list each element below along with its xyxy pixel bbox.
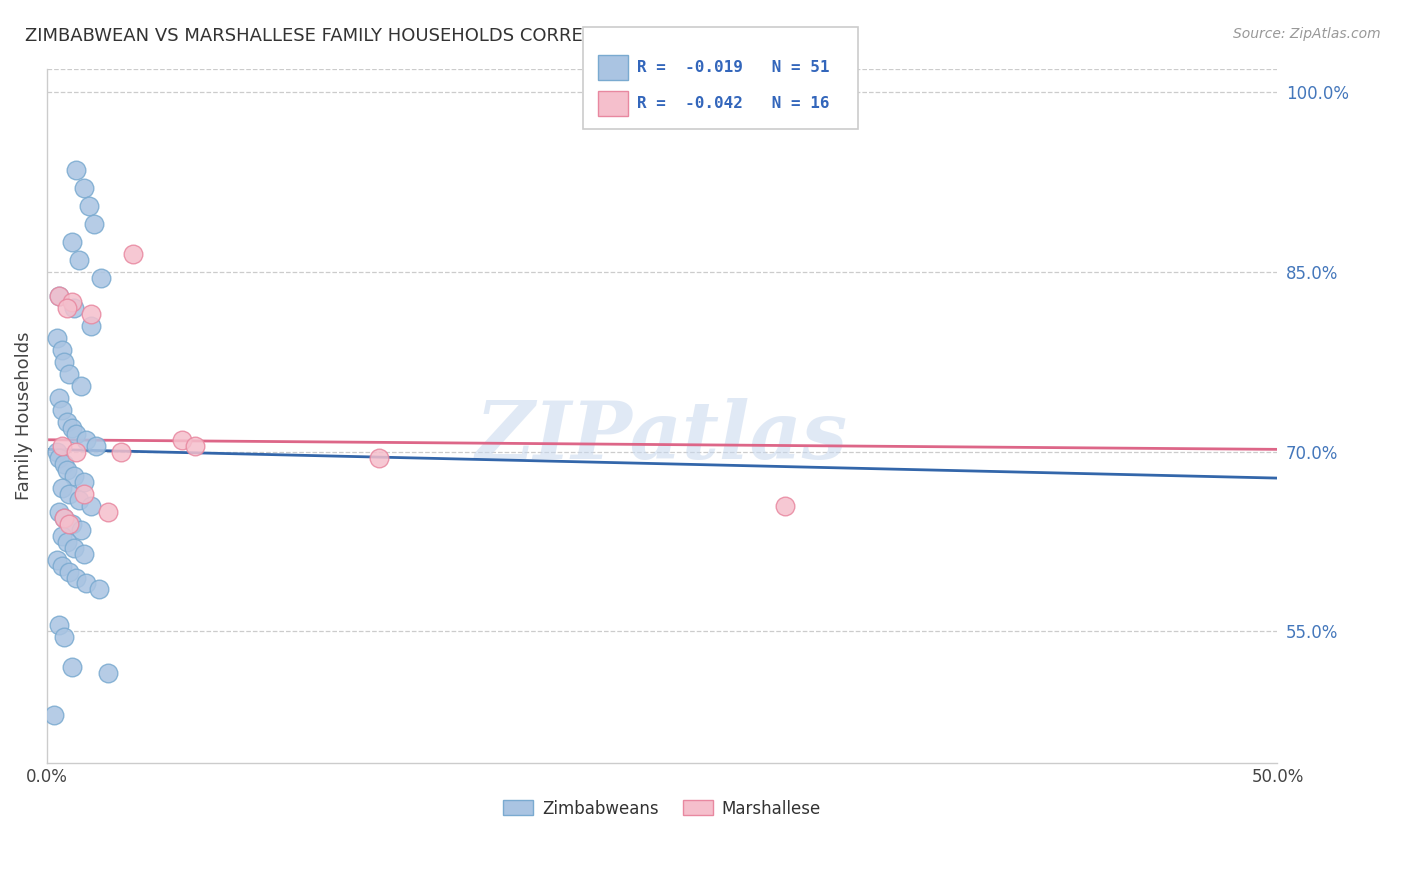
Point — [368, 450, 391, 465]
Text: Source: ZipAtlas.com: Source: ZipAtlas.com — [1233, 27, 1381, 41]
Point — [51, 343, 73, 357]
Point — [53, 631, 76, 645]
Text: R =  -0.019   N = 51: R = -0.019 N = 51 — [637, 61, 830, 75]
Point — [75, 433, 97, 447]
Point — [87, 582, 110, 597]
Point — [48, 289, 70, 303]
Point — [80, 318, 103, 333]
Point — [51, 481, 73, 495]
Point — [55, 534, 77, 549]
Point — [55, 463, 77, 477]
Point — [90, 271, 112, 285]
Point — [63, 301, 86, 315]
Point — [53, 510, 76, 524]
Point — [75, 576, 97, 591]
Text: ZIPatlas: ZIPatlas — [477, 398, 848, 475]
Point — [48, 391, 70, 405]
Legend: Zimbabweans, Marshallese: Zimbabweans, Marshallese — [496, 793, 828, 824]
Y-axis label: Family Households: Family Households — [15, 332, 32, 500]
Point — [55, 301, 77, 315]
Point — [73, 475, 96, 489]
Point — [97, 666, 120, 681]
Point — [53, 355, 76, 369]
Point — [80, 307, 103, 321]
Point — [83, 217, 105, 231]
Point — [48, 289, 70, 303]
Point — [58, 367, 80, 381]
Point — [58, 486, 80, 500]
Point — [48, 450, 70, 465]
Point — [122, 247, 145, 261]
Point — [110, 444, 132, 458]
Point — [60, 516, 83, 531]
Point — [65, 444, 87, 458]
Point — [77, 199, 100, 213]
Point — [53, 510, 76, 524]
Point — [58, 516, 80, 531]
Point — [51, 558, 73, 573]
Point — [73, 181, 96, 195]
Point — [67, 492, 90, 507]
Point — [60, 660, 83, 674]
Point — [172, 433, 194, 447]
Point — [773, 499, 796, 513]
Point — [67, 253, 90, 268]
Point — [51, 402, 73, 417]
Point — [45, 552, 67, 566]
Point — [65, 426, 87, 441]
Point — [70, 379, 93, 393]
Point — [84, 439, 107, 453]
Point — [44, 708, 66, 723]
Point — [97, 505, 120, 519]
Point — [55, 415, 77, 429]
Point — [51, 439, 73, 453]
Point — [60, 421, 83, 435]
Point — [183, 439, 205, 453]
Point — [63, 541, 86, 555]
Text: ZIMBABWEAN VS MARSHALLESE FAMILY HOUSEHOLDS CORRELATION CHART: ZIMBABWEAN VS MARSHALLESE FAMILY HOUSEHO… — [25, 27, 714, 45]
Point — [60, 295, 83, 310]
Point — [48, 618, 70, 632]
Point — [80, 499, 103, 513]
Point — [65, 163, 87, 178]
Point — [45, 331, 67, 345]
Point — [45, 444, 67, 458]
Point — [70, 523, 93, 537]
Point — [51, 528, 73, 542]
Text: R =  -0.042   N = 16: R = -0.042 N = 16 — [637, 96, 830, 112]
Point — [58, 565, 80, 579]
Point — [48, 505, 70, 519]
Point — [53, 457, 76, 471]
Point — [65, 570, 87, 584]
Point — [73, 486, 96, 500]
Point — [63, 468, 86, 483]
Point — [60, 235, 83, 249]
Point — [73, 547, 96, 561]
